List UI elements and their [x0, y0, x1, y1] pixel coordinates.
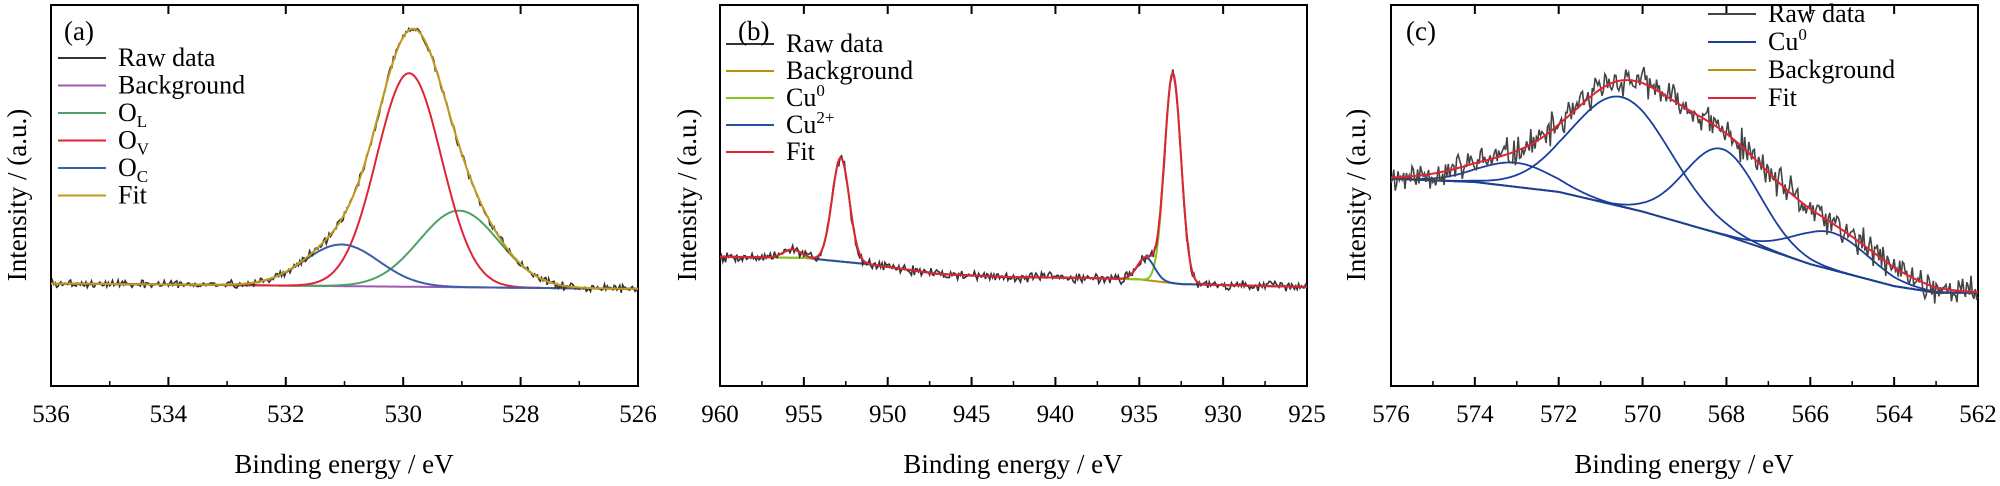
- panel-a-label: (a): [64, 16, 94, 46]
- legend-cu0: Cu0: [1708, 25, 1807, 56]
- legend-raw-data: Raw data: [726, 29, 884, 58]
- xtick-label: 532: [267, 401, 305, 428]
- series-raw: [719, 69, 1308, 292]
- xtick-label: 574: [1456, 401, 1494, 428]
- panel-c-xlabel: Binding energy / eV: [1574, 449, 1794, 479]
- panel-c-xticks: 576 574 572 570 568 566 564 562: [1372, 5, 1997, 428]
- legend-cu0: Cu0: [726, 81, 825, 112]
- legend-o-v: OV: [58, 126, 150, 159]
- xtick-label: 576: [1372, 401, 1410, 428]
- legend-o-l: OL: [58, 98, 147, 131]
- legend-text: Raw data: [786, 29, 884, 58]
- panel-b-xlabel: Binding energy / eV: [903, 449, 1123, 479]
- panel-c-ylabel: Intensity / (a.u.): [1341, 109, 1371, 281]
- legend-background: Background: [1708, 55, 1895, 84]
- panel-a-xticks: 536 534 532 530 528 526: [32, 5, 657, 428]
- xtick-label: 960: [701, 401, 739, 428]
- series-Cu0-peak-3: [1390, 177, 1978, 294]
- panel-a-ylabel: Intensity / (a.u.): [2, 109, 32, 281]
- legend-text: Background: [1768, 55, 1895, 84]
- xtick-label: 528: [502, 401, 540, 428]
- xtick-label: 572: [1540, 401, 1578, 428]
- legend-fit: Fit: [1708, 83, 1798, 112]
- xtick-label: 950: [869, 401, 907, 428]
- legend-text: OL: [118, 98, 147, 131]
- series-fit: [1391, 79, 1978, 293]
- legend-text: Raw data: [1768, 0, 1866, 28]
- legend-text: Cu2+: [786, 108, 834, 139]
- series-Cu2: [720, 248, 1307, 288]
- panel-b-ylabel: Intensity / (a.u.): [672, 109, 702, 281]
- xtick-label: 925: [1288, 401, 1326, 428]
- panel-b-xticks: 960 955 950 945 940 935 930 925: [701, 5, 1326, 428]
- series-O_L: [51, 209, 638, 290]
- panel-a-xlabel: Binding energy / eV: [234, 449, 454, 479]
- legend-text: Raw data: [118, 43, 216, 72]
- legend-cu2plus: Cu2+: [726, 108, 834, 139]
- series-background: [720, 255, 1307, 288]
- xtick-label: 566: [1792, 401, 1830, 428]
- xtick-label: 935: [1121, 401, 1159, 428]
- series-background: [1390, 177, 1978, 294]
- legend-text: Fit: [1768, 83, 1798, 112]
- xtick-label: 534: [150, 401, 188, 428]
- legend-text: Background: [118, 71, 245, 100]
- legend-raw-data: Raw data: [58, 43, 216, 72]
- series-raw: [1390, 66, 1979, 304]
- xtick-label: 568: [1708, 401, 1746, 428]
- xtick-label: 945: [953, 401, 991, 428]
- xtick-label: 562: [1959, 401, 1997, 428]
- legend-background: Background: [726, 56, 913, 85]
- legend-o-c: OC: [58, 153, 148, 186]
- legend-background: Background: [58, 71, 245, 100]
- panel-b: 960 955 950 945 940 935 930 925 Raw dataBackgro…: [672, 4, 1326, 479]
- panel-c-label: (c): [1406, 16, 1436, 46]
- xtick-label: 526: [619, 401, 657, 428]
- legend-text: Fit: [118, 181, 148, 210]
- xtick-label: 564: [1875, 401, 1913, 428]
- panel-a-series: [50, 26, 639, 294]
- legend-fit: Fit: [726, 137, 816, 166]
- legend-text: Background: [786, 56, 913, 85]
- xtick-label: 930: [1204, 401, 1242, 428]
- xtick-label: 570: [1624, 401, 1662, 428]
- legend-fit: Fit: [58, 181, 148, 210]
- legend-raw-data: Raw data: [1708, 0, 1866, 28]
- series-fit: [51, 27, 638, 290]
- xtick-label: 530: [384, 401, 422, 428]
- xtick-label: 536: [32, 401, 70, 428]
- panel-a: 536 534 532 530 528 526 Raw dataBackgroundOLO…: [2, 4, 657, 479]
- xtick-label: 955: [785, 401, 823, 428]
- legend-text: OC: [118, 153, 148, 186]
- legend-text: Fit: [786, 137, 816, 166]
- panel-b-series: [719, 69, 1308, 292]
- panel-c-series: [1390, 66, 1979, 304]
- panel-c: 576 574 572 570 568 566 564 562 Raw dataCu0Back…: [1341, 0, 1997, 479]
- legend-text: OV: [118, 126, 150, 159]
- panel-b-label: (b): [738, 16, 769, 46]
- series-fit: [720, 70, 1307, 288]
- series-Cu0-peak-2: [1390, 147, 1978, 294]
- legend-text: Cu0: [1768, 25, 1807, 56]
- legend-text: Cu0: [786, 81, 825, 112]
- xtick-label: 940: [1037, 401, 1075, 428]
